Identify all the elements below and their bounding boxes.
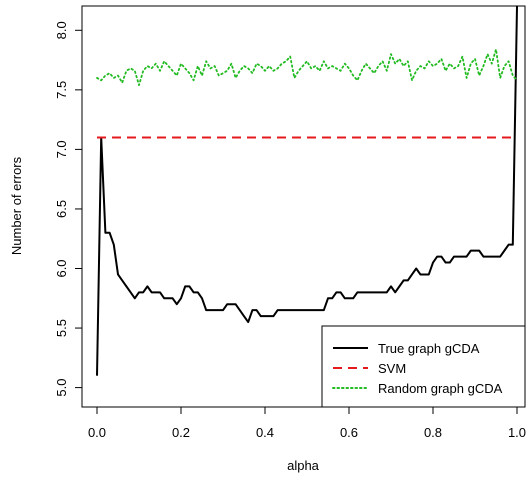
legend-label-1: True graph gCDA (378, 341, 480, 356)
y-tick-label: 7.0 (54, 140, 69, 158)
x-axis: 0.0 0.2 0.4 0.6 0.8 1.0 (88, 406, 526, 440)
y-tick-label: 5.0 (54, 379, 69, 397)
x-axis-title: alpha (287, 458, 320, 473)
x-tick-label: 1.0 (508, 425, 526, 440)
series-line-3 (96, 48, 518, 86)
x-tick-label: 0.8 (424, 425, 442, 440)
series-layer (96, 6, 518, 376)
legend-label-3: Random graph gCDA (378, 381, 503, 396)
y-tick-label: 5.5 (54, 319, 69, 337)
legend-label-2: SVM (378, 361, 406, 376)
x-tick-label: 0.4 (256, 425, 274, 440)
x-tick-label: 0.6 (340, 425, 358, 440)
y-tick-label: 6.0 (54, 259, 69, 277)
legend-box (321, 325, 526, 408)
y-axis-title: Number of errors (9, 156, 24, 255)
y-tick-label: 7.5 (54, 81, 69, 99)
legend: True graph gCDA SVM Random graph gCDA (321, 325, 526, 408)
x-tick-label: 0.2 (172, 425, 190, 440)
x-tick-label: 0.0 (88, 425, 106, 440)
y-tick-label: 8.0 (54, 21, 69, 39)
y-tick-label: 6.5 (54, 200, 69, 218)
series-line-1 (96, 6, 518, 376)
y-axis: 5.0 5.5 6.0 6.5 7.0 7.5 8.0 (54, 21, 83, 397)
